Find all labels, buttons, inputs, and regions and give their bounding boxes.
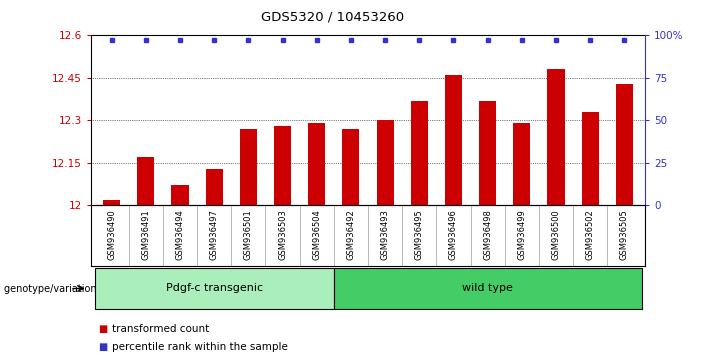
Bar bbox=[616, 84, 633, 205]
Text: GSM936498: GSM936498 bbox=[483, 209, 492, 259]
Bar bbox=[95, 268, 334, 309]
Text: transformed count: transformed count bbox=[112, 324, 210, 334]
Text: GSM936491: GSM936491 bbox=[142, 209, 150, 259]
Bar bbox=[376, 120, 394, 205]
Text: GSM936500: GSM936500 bbox=[552, 209, 561, 259]
Text: GSM936492: GSM936492 bbox=[346, 209, 355, 259]
Text: GSM936496: GSM936496 bbox=[449, 209, 458, 259]
Text: GSM936495: GSM936495 bbox=[415, 209, 424, 259]
Bar bbox=[274, 126, 291, 205]
Bar bbox=[137, 157, 154, 205]
Text: GSM936503: GSM936503 bbox=[278, 209, 287, 259]
Bar bbox=[479, 101, 496, 205]
Bar bbox=[547, 69, 564, 205]
Text: GSM936493: GSM936493 bbox=[381, 209, 390, 259]
Bar bbox=[205, 169, 223, 205]
Text: GSM936494: GSM936494 bbox=[175, 209, 184, 259]
Bar bbox=[308, 123, 325, 205]
Text: percentile rank within the sample: percentile rank within the sample bbox=[112, 342, 288, 352]
Text: GSM936504: GSM936504 bbox=[312, 209, 321, 259]
Bar bbox=[513, 123, 531, 205]
Bar bbox=[342, 129, 360, 205]
Text: GSM936502: GSM936502 bbox=[586, 209, 594, 259]
Text: GSM936505: GSM936505 bbox=[620, 209, 629, 259]
Bar bbox=[103, 200, 120, 205]
Text: genotype/variation: genotype/variation bbox=[4, 284, 100, 293]
Bar bbox=[240, 129, 257, 205]
Text: Pdgf-c transgenic: Pdgf-c transgenic bbox=[165, 282, 263, 293]
Text: GSM936499: GSM936499 bbox=[517, 209, 526, 259]
Bar bbox=[411, 101, 428, 205]
Text: ■: ■ bbox=[98, 324, 107, 334]
Text: GSM936501: GSM936501 bbox=[244, 209, 253, 259]
Text: ■: ■ bbox=[98, 342, 107, 352]
Bar bbox=[172, 185, 189, 205]
Text: GSM936490: GSM936490 bbox=[107, 209, 116, 259]
Text: GSM936497: GSM936497 bbox=[210, 209, 219, 259]
Text: GDS5320 / 10453260: GDS5320 / 10453260 bbox=[261, 11, 404, 24]
Bar bbox=[582, 112, 599, 205]
Text: wild type: wild type bbox=[462, 282, 513, 293]
Bar bbox=[445, 75, 462, 205]
Bar bbox=[334, 268, 641, 309]
